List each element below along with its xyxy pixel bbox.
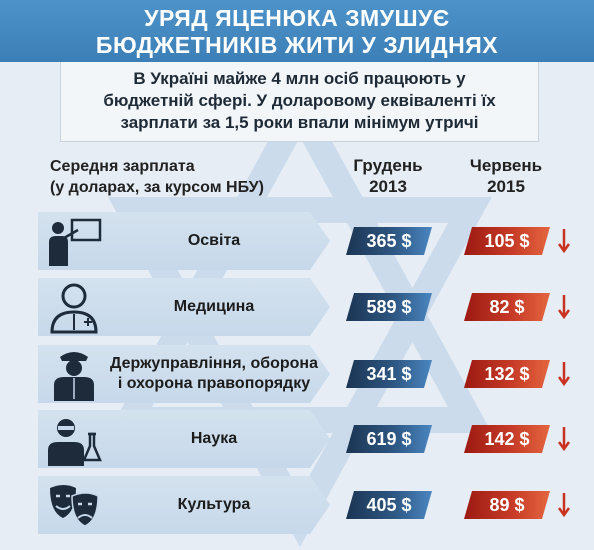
row-band [38,410,330,468]
jun-value-badge: 132 $ [464,360,550,388]
jun-value-badge: 142 $ [464,425,550,453]
dec-value-badge: 619 $ [346,425,432,453]
sector-row-education: Освіта 365 $ 105 $ [38,212,578,270]
june-2015-column-label: Червень 2015 [469,156,543,196]
down-arrow-icon [558,229,570,254]
jun-value-badge: 82 $ [464,293,550,321]
row-label: Наука [190,430,238,447]
theater-masks-icon [50,485,99,527]
sector-row-medicine: Медицина 589 $ 82 $ [38,278,578,336]
subtitle-line-3: зарплати за 1,5 роки впали мінімум утрич… [120,113,479,132]
headline-line-2: БЮДЖЕТНИКІВ ЖИТИ У ЗЛИДНЯХ [95,32,499,58]
jun-value-badge: 89 $ [464,491,550,519]
salary-column-label: Середня зарплата (у доларах, за курсом Н… [50,158,264,196]
row-label: Освіта [187,232,241,249]
sector-row-culture: Культура 405 $ 89 $ [38,476,578,534]
scientist-icon [48,419,102,466]
header-banner: УРЯД ЯЦЕНЮКА ЗМУШУЄ БЮДЖЕТНИКІВ ЖИТИ У З… [0,0,594,62]
down-arrow-icon [558,295,570,320]
subtitle-line-1: В Україні майже 4 млн осіб працюють у [133,69,466,88]
subtitle-line-2: бюджетній сфері. У доларовому еквівалент… [103,91,496,110]
down-arrow-icon [558,427,570,452]
jun-value-badge: 105 $ [464,227,550,255]
dec-value-badge: 405 $ [346,491,432,519]
down-arrow-icon [558,493,570,518]
headline-line-1: УРЯД ЯЦЕНЮКА ЗМУШУЄ [144,5,450,31]
subtitle-box: В Україні майже 4 млн осіб працюють у бю… [60,62,539,142]
police-officer-icon [54,352,94,401]
row-label: Держуправління, оборона і охорона правопо… [110,355,318,392]
down-arrow-icon [558,362,570,387]
dec-value-badge: 589 $ [346,293,432,321]
sector-row-government: Держуправління, оборона і охорона правопо… [38,345,578,403]
dec-value-badge: 341 $ [346,360,432,388]
dec-value-badge: 365 $ [346,227,432,255]
doctor-icon [50,283,98,334]
row-label: Медицина [173,298,255,315]
sector-row-science: Наука 619 $ 142 $ [38,410,578,468]
december-2013-column-label: Грудень 2013 [353,156,423,196]
row-label: Культура [177,496,251,513]
teacher-icon [49,218,102,266]
row-band [38,278,330,336]
